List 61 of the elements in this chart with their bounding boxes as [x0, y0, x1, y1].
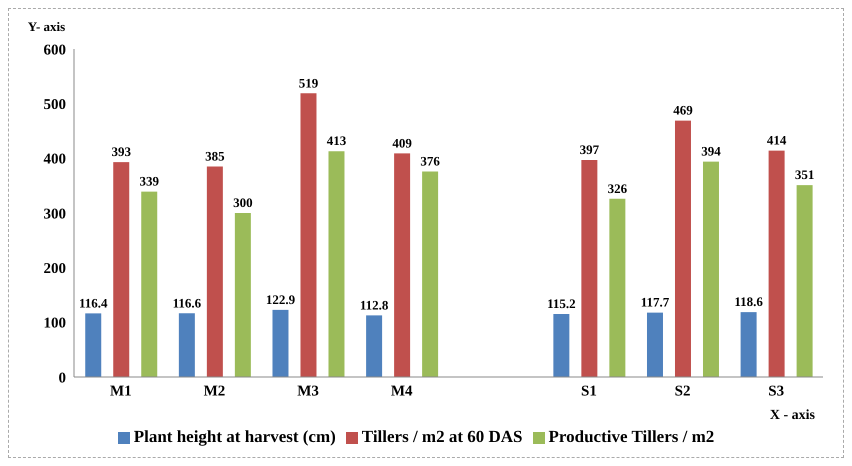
- bar: [768, 150, 785, 377]
- data-label: 112.8: [360, 297, 389, 312]
- legend-label: Productive Tillers / m2: [548, 427, 714, 446]
- legend-label: Plant height at harvest (cm): [134, 427, 336, 446]
- data-label: 351: [794, 167, 814, 182]
- data-label: 115.2: [547, 296, 576, 312]
- data-label: 519: [298, 75, 319, 90]
- bar: [581, 160, 598, 377]
- bar: [300, 93, 316, 377]
- bar: [394, 153, 410, 377]
- data-label: 394: [701, 144, 722, 159]
- bar: [178, 313, 195, 377]
- y-tick-label: 300: [44, 206, 66, 222]
- bar: [646, 312, 663, 377]
- y-tick-label: 400: [44, 152, 66, 168]
- x-axis-title: X - axis: [770, 408, 816, 423]
- legend-label: Tillers / m2 at 60 DAS: [362, 427, 523, 446]
- x-tick-label: S1: [581, 384, 597, 400]
- x-tick-label: M3: [297, 384, 319, 400]
- x-tick-label: M2: [204, 384, 226, 400]
- bar: [85, 313, 102, 377]
- y-tick-label: 100: [44, 316, 66, 332]
- data-label: 376: [420, 153, 440, 168]
- bar: [674, 120, 691, 377]
- x-tick-label: M4: [390, 384, 414, 400]
- bar: [609, 198, 626, 377]
- y-axis-title: Y- axis: [28, 19, 66, 34]
- data-label: 413: [326, 133, 347, 148]
- bar: [422, 171, 438, 377]
- bar: [113, 162, 130, 377]
- data-label: 118.6: [734, 294, 764, 310]
- data-label: 117.7: [640, 294, 670, 310]
- data-label: 326: [608, 180, 628, 196]
- data-label: 469: [673, 102, 694, 118]
- data-label: 397: [580, 142, 600, 157]
- data-label: 409: [392, 135, 412, 150]
- bar: [234, 213, 251, 377]
- data-label: 414: [766, 132, 787, 148]
- bar: [740, 312, 757, 377]
- data-label: 339: [139, 174, 160, 189]
- y-tick-label: 0: [58, 370, 66, 386]
- x-tick-label: S3: [768, 384, 784, 400]
- bar: [141, 192, 158, 377]
- data-label: 393: [111, 144, 132, 160]
- y-tick-label: 600: [44, 42, 66, 58]
- y-tick-label: 200: [44, 260, 66, 277]
- x-tick-label: S2: [674, 384, 690, 400]
- data-label: 122.9: [266, 292, 296, 307]
- bar: [553, 314, 570, 377]
- bar: [272, 310, 288, 377]
- data-label: 116.6: [172, 295, 202, 310]
- y-tick-label: 500: [44, 96, 66, 113]
- bar: [702, 162, 719, 377]
- bar: [796, 185, 813, 377]
- bar: [206, 166, 223, 377]
- data-label: 116.4: [78, 295, 108, 310]
- bar: [366, 315, 382, 377]
- data-label: 385: [205, 148, 226, 164]
- bar: [328, 151, 344, 377]
- x-tick-label: M1: [110, 384, 132, 400]
- data-label: 300: [233, 195, 253, 210]
